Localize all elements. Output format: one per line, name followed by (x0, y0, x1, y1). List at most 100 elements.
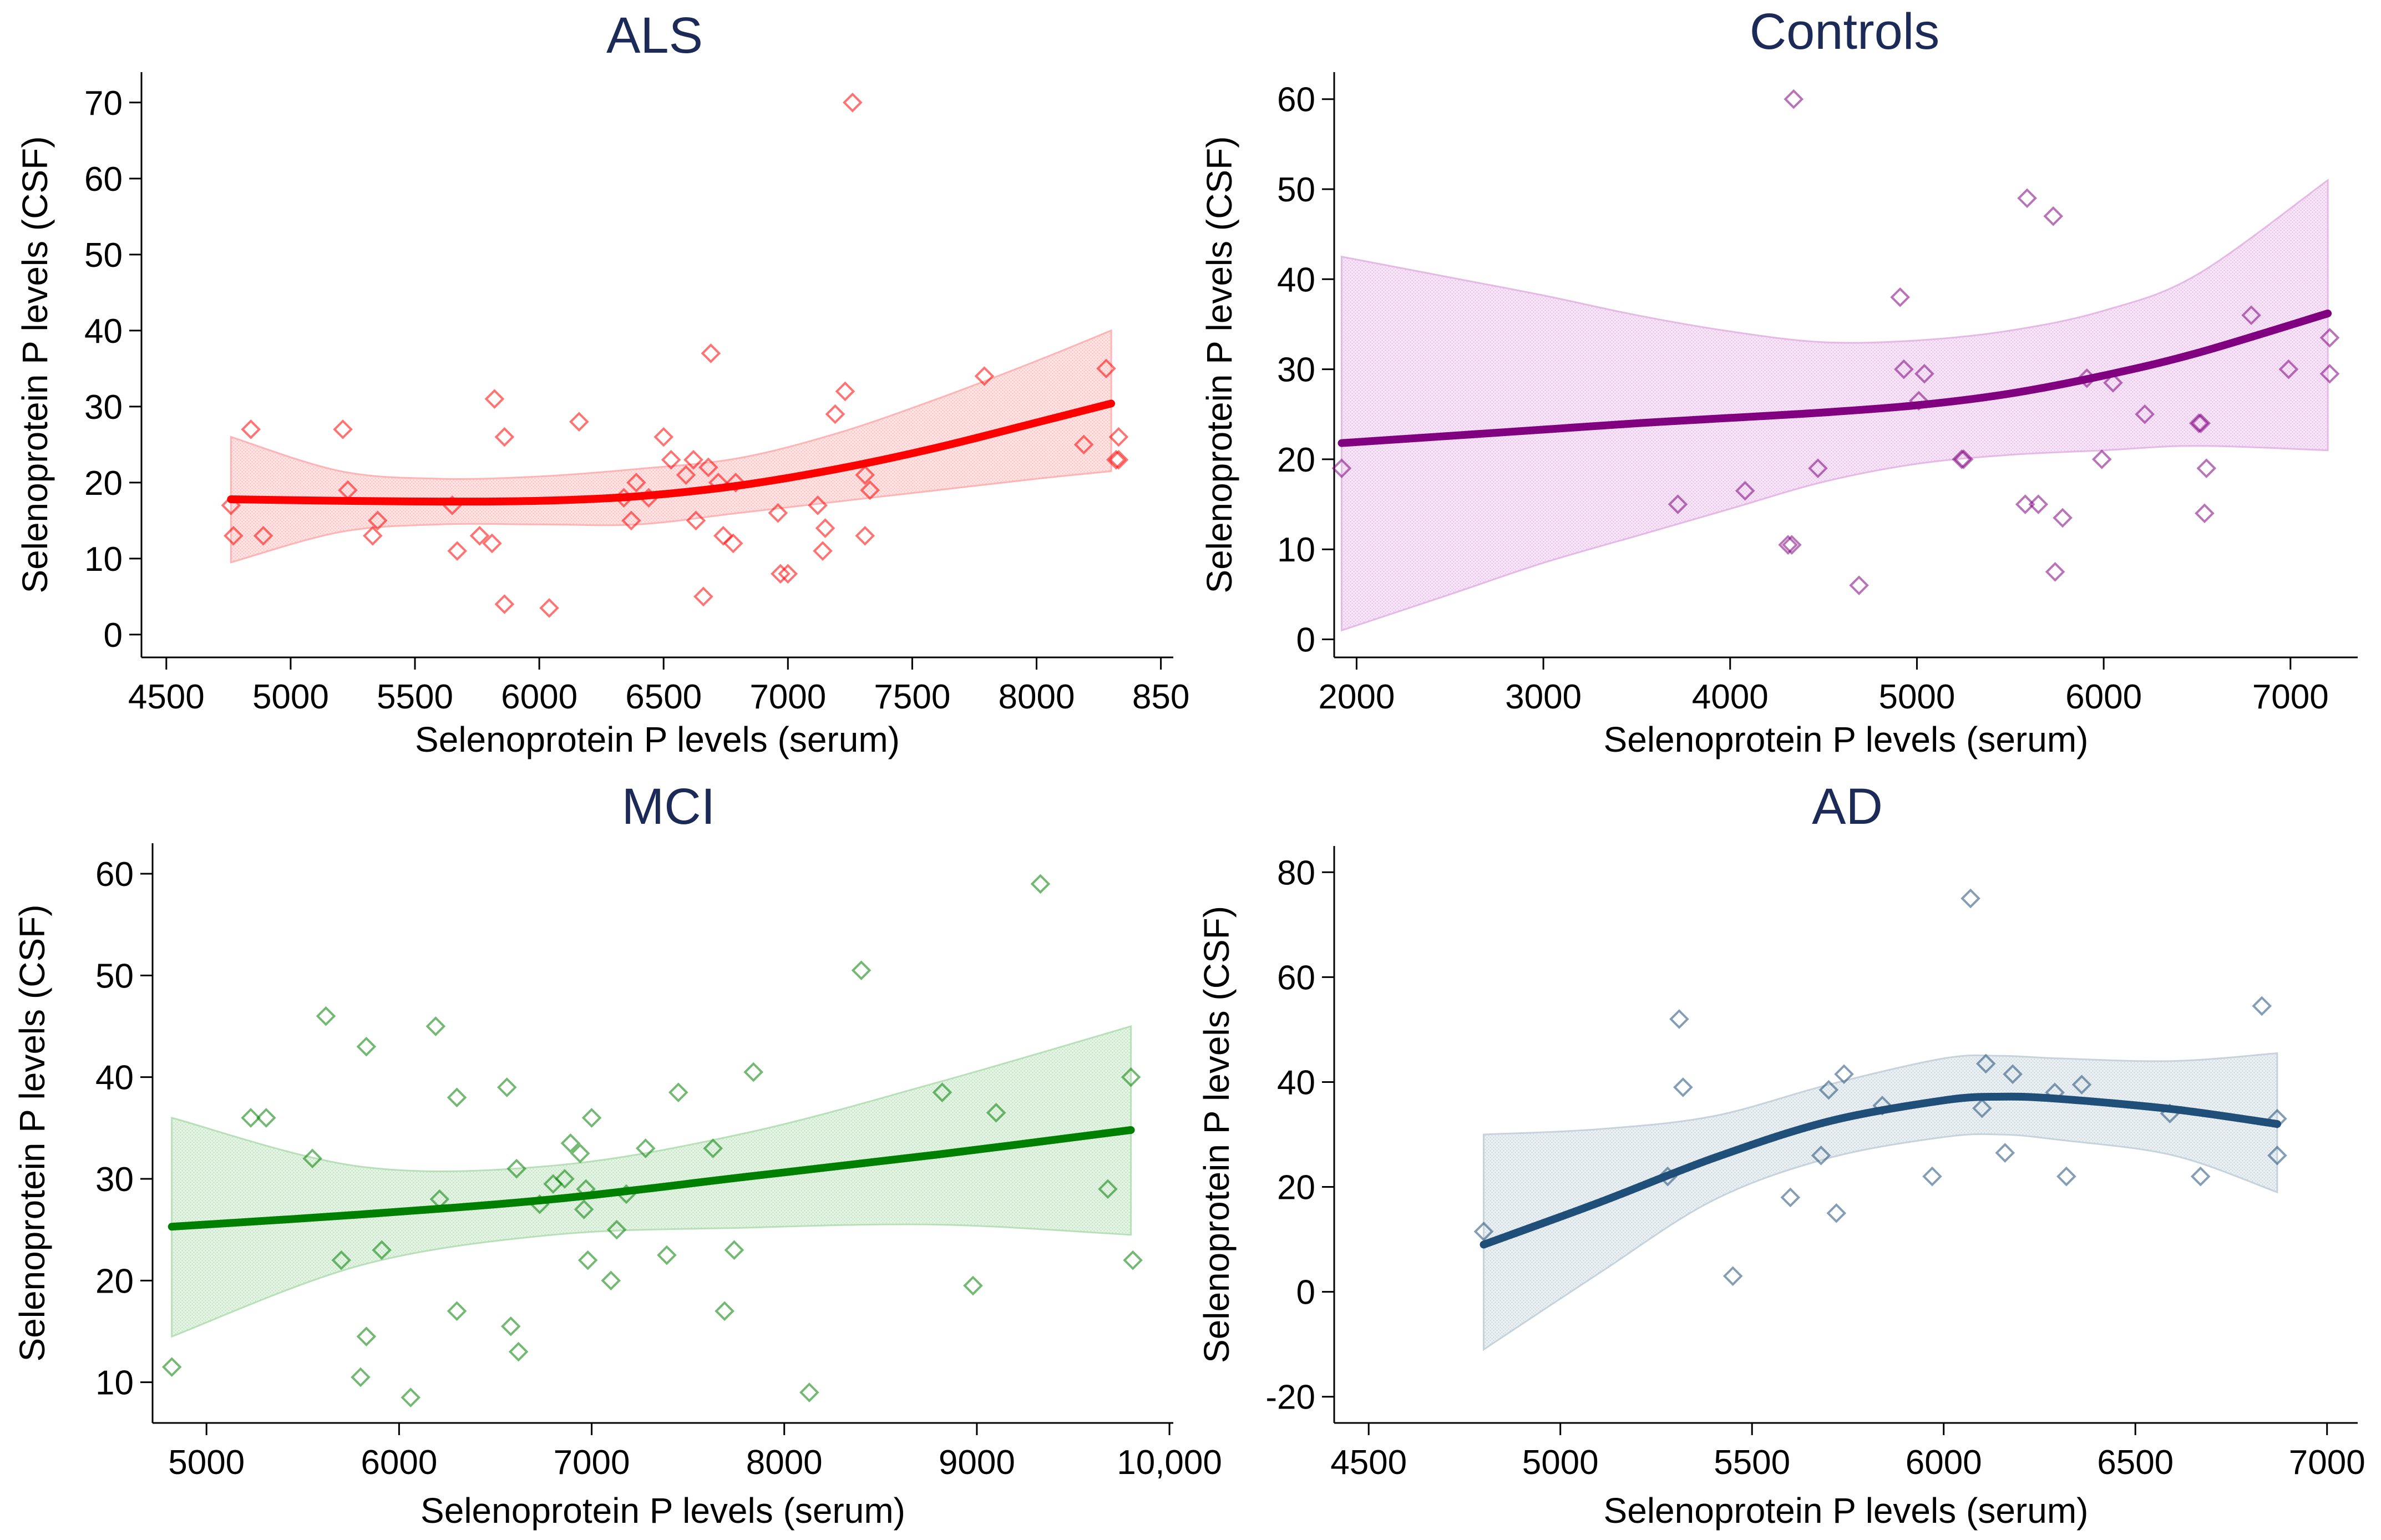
data-point (1849, 575, 1869, 595)
y-tick-label: 40 (95, 1059, 134, 1097)
panel-title-mci: MCI (622, 778, 716, 835)
y-tick-label: 40 (1277, 261, 1315, 299)
data-point (241, 1108, 261, 1128)
data-point (657, 1245, 677, 1265)
x-tick-label: 7000 (749, 678, 826, 716)
data-point (2017, 188, 2037, 209)
data-point (825, 404, 845, 424)
data-point (425, 1016, 446, 1036)
y-tick-label: 40 (1277, 1063, 1315, 1102)
data-point (1673, 1077, 1693, 1097)
data-point (577, 1250, 598, 1270)
data-point (676, 465, 696, 485)
x-tick-label: 3000 (1505, 678, 1582, 716)
data-point (555, 1169, 575, 1189)
y-tick-label: 10 (84, 540, 123, 579)
data-point (715, 1301, 734, 1321)
data-point (560, 1133, 581, 1153)
data-point (851, 960, 872, 980)
data-point (500, 1316, 521, 1336)
data-point (508, 1341, 529, 1362)
panel-title-controls: Controls (1750, 3, 1940, 60)
data-point (683, 449, 703, 470)
data-point (1818, 1080, 1839, 1100)
data-point (813, 541, 833, 561)
data-point (1473, 1222, 1494, 1242)
fit-line (227, 399, 1115, 506)
x-tick-label: 10,000 (1117, 1443, 1222, 1482)
y-tick-label: 20 (1277, 441, 1315, 479)
data-point (1668, 494, 1688, 514)
y-axis-title: Selenoprotein P levels (CSF) (12, 904, 52, 1361)
data-point (1894, 359, 1914, 379)
data-point (367, 510, 388, 531)
data-point (1995, 1143, 2015, 1163)
data-point (401, 1387, 421, 1407)
x-tick-label: 4500 (128, 678, 205, 716)
data-point (860, 480, 880, 500)
data-point (2056, 1166, 2076, 1187)
data-point (2252, 996, 2272, 1016)
y-tick-label: 70 (84, 84, 123, 123)
x-tick-label: 2000 (1318, 678, 1395, 716)
data-point (1108, 427, 1129, 447)
data-point (539, 598, 559, 618)
data-point (701, 343, 721, 363)
data-point (1811, 1145, 1831, 1166)
data-point (2319, 327, 2340, 348)
data-point (331, 1250, 352, 1270)
data-point (2241, 305, 2261, 326)
data-point (815, 518, 835, 538)
data-point (1922, 1166, 1942, 1187)
y-tick-label: 20 (1277, 1169, 1315, 1207)
y-tick-label: 60 (95, 855, 134, 894)
data-point (447, 1087, 467, 1108)
data-point (855, 465, 875, 485)
data-point (1108, 449, 1129, 470)
data-point (986, 1103, 1006, 1123)
data-point (635, 1138, 656, 1158)
data-point (2015, 494, 2035, 514)
confidence-band (171, 1025, 1132, 1338)
y-tick-label: 20 (95, 1262, 134, 1300)
data-point (2319, 363, 2340, 384)
data-point (1808, 458, 1828, 478)
data-point (1098, 1179, 1118, 1199)
data-point (1121, 1067, 1141, 1087)
data-point (653, 427, 674, 447)
data-point (835, 381, 855, 402)
data-point (447, 541, 468, 561)
data-point (1975, 1053, 1996, 1074)
y-tick-label: 50 (1277, 171, 1315, 209)
data-point (626, 473, 646, 493)
x-tick-label: 7000 (2289, 1443, 2365, 1482)
data-point (698, 457, 718, 478)
y-tick-label: 0 (104, 616, 123, 655)
x-tick-label: 850 (1132, 678, 1189, 716)
data-point (1890, 287, 1910, 307)
data-point (1914, 363, 1934, 384)
confidence-band (1341, 178, 2329, 632)
data-point (768, 503, 788, 523)
data-point (771, 564, 791, 584)
data-point (2196, 458, 2217, 478)
x-tick-label: 5500 (377, 678, 453, 716)
data-point (1073, 434, 1094, 455)
x-axis-title: Selenoprotein P levels (serum) (1604, 720, 2089, 759)
x-tick-label: 5000 (168, 1443, 245, 1482)
data-point (161, 1357, 182, 1377)
data-point (497, 1077, 517, 1097)
data-point (661, 449, 681, 470)
data-point (843, 92, 863, 113)
data-point (799, 1382, 819, 1402)
data-point (1960, 888, 1980, 909)
data-point (963, 1275, 983, 1296)
data-point (570, 1143, 590, 1163)
x-tick-label: 6500 (2097, 1443, 2174, 1482)
y-tick-label: -20 (1265, 1379, 1315, 1417)
y-axis-title: Selenoprotein P levels (CSF) (15, 136, 55, 593)
x-tick-label: 5000 (252, 678, 329, 716)
y-tick-label: 30 (84, 388, 123, 427)
data-point (2091, 449, 2112, 469)
data-point (372, 1240, 392, 1260)
